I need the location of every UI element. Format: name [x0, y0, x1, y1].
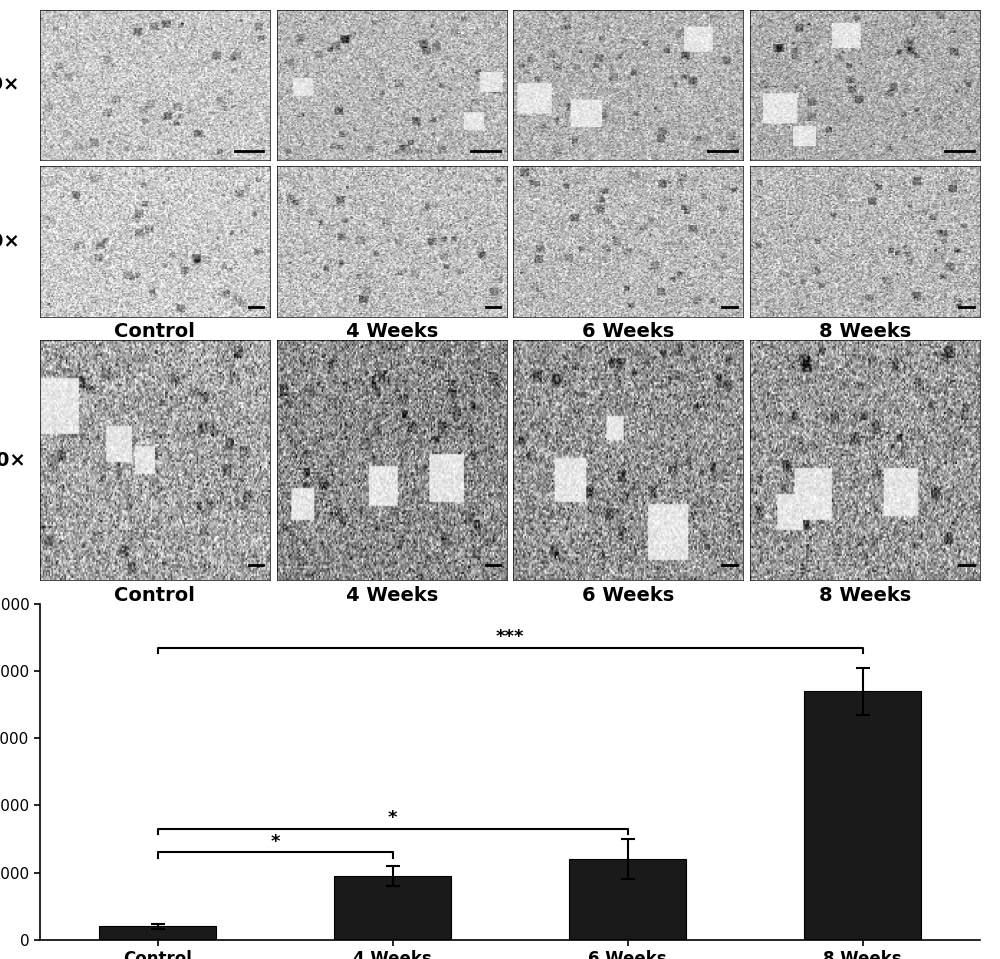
X-axis label: 6 Weeks: 6 Weeks — [582, 322, 674, 341]
Y-axis label: 200×: 200× — [0, 232, 20, 251]
Y-axis label: 50×: 50× — [0, 76, 20, 94]
X-axis label: 4 Weeks: 4 Weeks — [346, 322, 438, 341]
Bar — [334, 876, 451, 940]
X-axis label: 8 Weeks: 8 Weeks — [819, 586, 911, 605]
X-axis label: Control: Control — [114, 586, 195, 605]
X-axis label: Control: Control — [114, 322, 195, 341]
X-axis label: 8 Weeks: 8 Weeks — [819, 322, 911, 341]
Text: *: * — [270, 832, 280, 851]
X-axis label: 6 Weeks: 6 Weeks — [582, 586, 674, 605]
X-axis label: 4 Weeks: 4 Weeks — [346, 586, 438, 605]
Text: ***: *** — [496, 628, 524, 645]
Bar — [99, 926, 216, 940]
Y-axis label: 100×: 100× — [0, 451, 27, 470]
Text: *: * — [388, 809, 397, 828]
Bar — [569, 859, 686, 940]
Bar — [804, 691, 921, 940]
